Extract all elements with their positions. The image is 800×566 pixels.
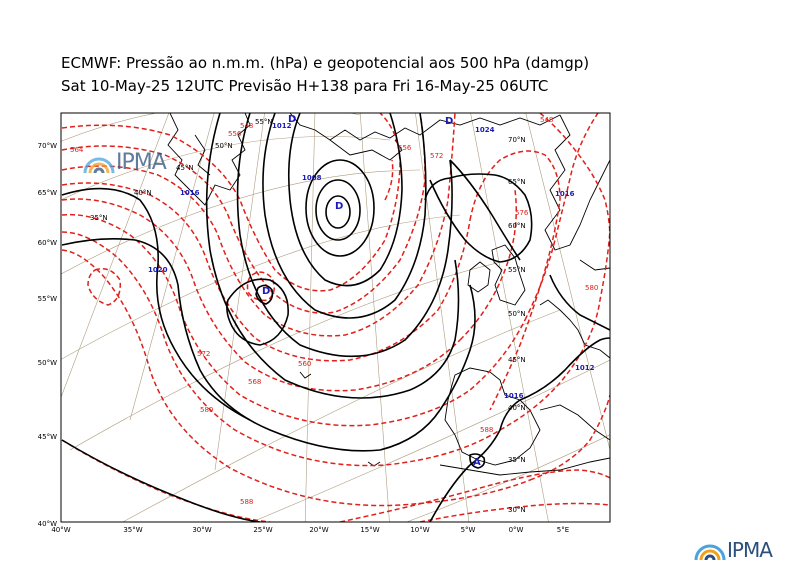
svg-text:1020: 1020 bbox=[148, 266, 168, 274]
svg-text:564: 564 bbox=[70, 146, 84, 154]
ipma-logo-icon bbox=[83, 157, 115, 173]
svg-text:55°N: 55°N bbox=[508, 266, 526, 274]
low-center: D bbox=[445, 116, 453, 127]
svg-text:35°W: 35°W bbox=[123, 526, 142, 534]
bottom-axis-labels: 40°W 35°W 30°W 25°W 20°W 15°W 10°W 5°W 0… bbox=[51, 526, 569, 534]
pressure-labels: 1016 1020 1008 1012 1016 1024 1012 1016 bbox=[148, 122, 595, 400]
chart-title: ECMWF: Pressão ao n.m.m. (hPa) e geopote… bbox=[61, 54, 590, 72]
svg-text:10°W: 10°W bbox=[410, 526, 429, 534]
svg-text:572: 572 bbox=[430, 152, 443, 160]
svg-text:30°N: 30°N bbox=[508, 506, 526, 514]
svg-text:40°W: 40°W bbox=[38, 520, 57, 528]
low-center: D bbox=[288, 114, 296, 125]
svg-text:556: 556 bbox=[228, 130, 242, 138]
svg-text:560: 560 bbox=[298, 360, 311, 368]
svg-text:25°W: 25°W bbox=[253, 526, 272, 534]
svg-text:70°W: 70°W bbox=[38, 142, 57, 150]
svg-text:1016: 1016 bbox=[555, 190, 575, 198]
svg-text:45°N: 45°N bbox=[508, 356, 526, 364]
graticule-labels: 55°N 50°N 45°N 40°N 35°N 70°N 65°N 60°N … bbox=[90, 118, 526, 514]
svg-text:580: 580 bbox=[200, 406, 213, 414]
svg-text:35°N: 35°N bbox=[90, 214, 108, 222]
map-frame bbox=[60, 112, 611, 523]
svg-text:55°W: 55°W bbox=[38, 295, 57, 303]
low-center: D bbox=[262, 286, 270, 297]
svg-text:1012: 1012 bbox=[575, 364, 595, 372]
left-axis-labels: 70°W 65°W 60°W 55°W 50°W 45°W 40°W bbox=[38, 142, 57, 528]
svg-text:40°N: 40°N bbox=[134, 189, 152, 197]
geopotential-labels: 556 564 548 572 580 588 560 568 556 548 … bbox=[70, 116, 598, 506]
low-center: D bbox=[335, 201, 343, 212]
coastlines bbox=[167, 113, 610, 476]
svg-text:576: 576 bbox=[515, 209, 529, 217]
svg-text:55°N: 55°N bbox=[255, 118, 273, 126]
svg-text:1012: 1012 bbox=[272, 122, 292, 130]
ipma-watermark: IPMA bbox=[82, 150, 167, 175]
svg-text:60°W: 60°W bbox=[38, 239, 57, 247]
mslp-contours bbox=[61, 113, 610, 522]
svg-text:5°E: 5°E bbox=[557, 526, 569, 534]
svg-text:50°N: 50°N bbox=[508, 310, 526, 318]
logo-text: IPMA bbox=[116, 150, 167, 175]
svg-text:60°N: 60°N bbox=[508, 222, 526, 230]
svg-text:548: 548 bbox=[240, 122, 253, 130]
svg-text:0°W: 0°W bbox=[509, 526, 524, 534]
logo-text: IPMA bbox=[727, 538, 773, 562]
svg-text:1016: 1016 bbox=[504, 392, 524, 400]
svg-text:1008: 1008 bbox=[302, 174, 322, 182]
svg-text:50°N: 50°N bbox=[215, 142, 233, 150]
svg-text:556: 556 bbox=[398, 144, 412, 152]
svg-text:1016: 1016 bbox=[180, 189, 200, 197]
svg-text:35°N: 35°N bbox=[508, 456, 526, 464]
svg-text:580: 580 bbox=[585, 284, 598, 292]
pressure-centers: D D D D A bbox=[262, 114, 481, 468]
svg-text:40°N: 40°N bbox=[508, 404, 526, 412]
geopotential-contours bbox=[61, 113, 610, 522]
high-center: A bbox=[473, 457, 481, 468]
svg-text:50°W: 50°W bbox=[38, 359, 57, 367]
svg-text:65°N: 65°N bbox=[508, 178, 526, 186]
svg-text:20°W: 20°W bbox=[309, 526, 328, 534]
svg-text:30°W: 30°W bbox=[192, 526, 211, 534]
chart-subtitle: Sat 10-May-25 12UTC Previsão H+138 para … bbox=[61, 77, 549, 95]
ipma-logo-icon bbox=[694, 544, 726, 561]
svg-text:572: 572 bbox=[197, 350, 210, 358]
svg-text:588: 588 bbox=[480, 426, 493, 434]
svg-text:70°N: 70°N bbox=[508, 136, 526, 144]
svg-text:568: 568 bbox=[248, 378, 261, 386]
svg-text:15°W: 15°W bbox=[360, 526, 379, 534]
svg-text:588: 588 bbox=[240, 498, 253, 506]
svg-text:548: 548 bbox=[540, 116, 553, 124]
svg-text:45°W: 45°W bbox=[38, 433, 57, 441]
svg-text:1024: 1024 bbox=[475, 126, 495, 134]
svg-text:5°W: 5°W bbox=[461, 526, 476, 534]
svg-text:65°W: 65°W bbox=[38, 189, 57, 197]
ipma-logo: IPMA bbox=[693, 538, 773, 562]
svg-text:40°W: 40°W bbox=[51, 526, 70, 534]
svg-text:45°N: 45°N bbox=[176, 164, 194, 172]
